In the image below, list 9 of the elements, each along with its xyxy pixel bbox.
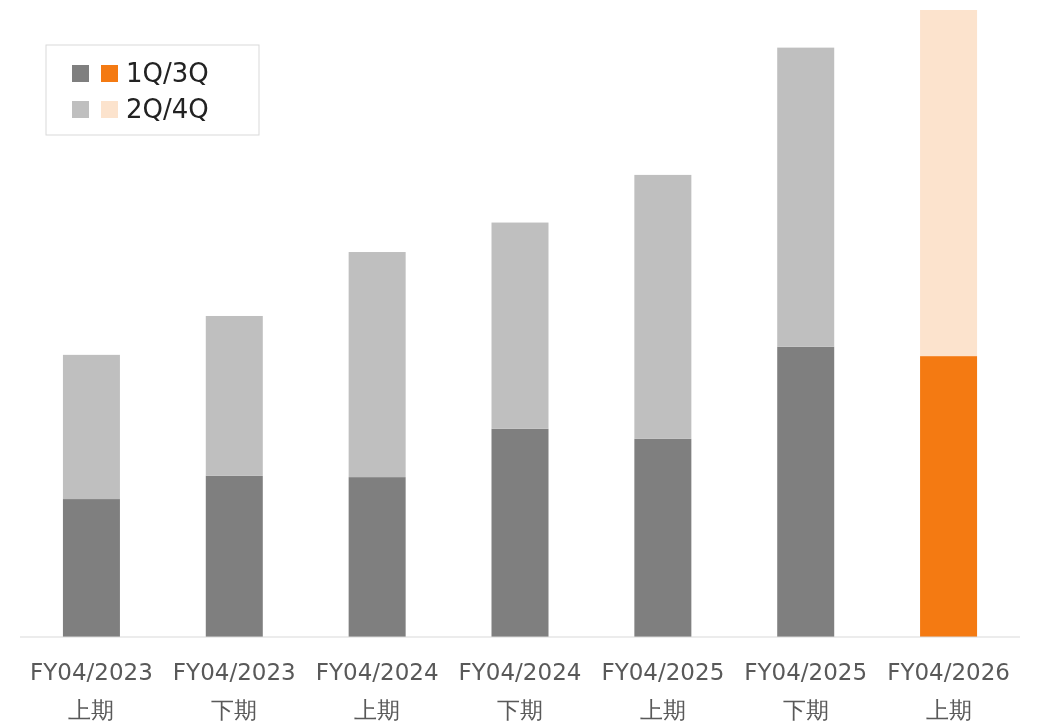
x-tick-label: FY04/2024 上期 (315, 659, 439, 723)
x-tick-label: FY04/2025 下期 (744, 659, 868, 723)
legend-label: 2Q/4Q (126, 94, 209, 124)
x-tick-label: FY04/2026 上期 (887, 659, 1010, 723)
x-tick-label: FY04/2025 上期 (601, 659, 725, 723)
legend-label: 1Q/3Q (126, 58, 209, 88)
x-tick-label: FY04/2023 下期 (172, 659, 296, 723)
x-tick-label: FY04/2024 下期 (458, 659, 582, 723)
x-tick-label: FY04/2023 上期 (30, 659, 153, 723)
